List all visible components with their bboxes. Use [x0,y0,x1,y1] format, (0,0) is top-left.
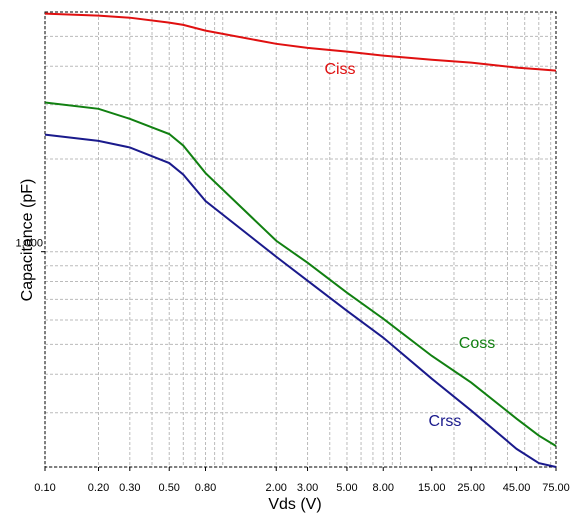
x-axis-label: Vds (V) [268,496,321,513]
x-tick-label: 0.10 [34,482,55,494]
x-tick-label: 0.50 [159,482,180,494]
x-tick-label: 5.00 [336,482,357,494]
y-tick-label: 1,000 [15,238,43,250]
x-tick-label: 45.00 [503,482,531,494]
x-tick-label: 25.00 [457,482,485,494]
x-tick-label: 8.00 [373,482,394,494]
x-tick-label: 75.00 [542,482,570,494]
x-tick-label: 15.00 [418,482,446,494]
x-tick-label: 3.00 [297,482,318,494]
x-tick-label: 2.00 [266,482,287,494]
x-tick-label: 0.80 [195,482,216,494]
series-label: Ciss [324,61,355,78]
plot-border [44,11,557,468]
series-label: Coss [459,335,495,352]
y-axis-label: Capacitance (pF) [19,179,36,302]
series-line [44,12,557,72]
x-tick-label: 0.20 [88,482,109,494]
series-line [44,101,557,447]
x-tick-label: 0.30 [119,482,140,494]
series-line [44,133,557,468]
series-label: Crss [429,413,462,430]
